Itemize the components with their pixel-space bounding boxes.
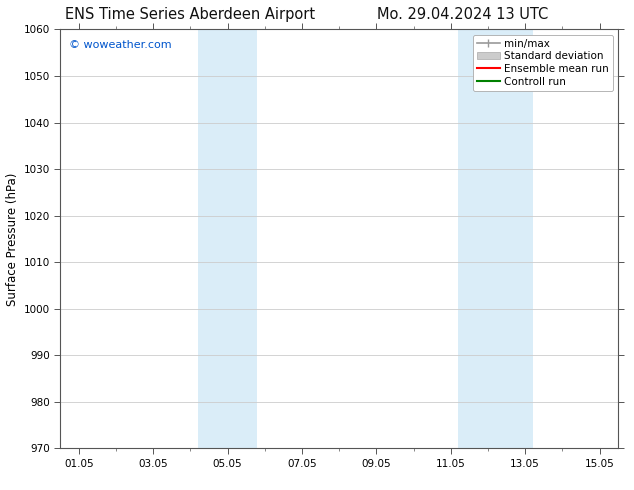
Bar <box>198 29 257 448</box>
Y-axis label: Surface Pressure (hPa): Surface Pressure (hPa) <box>6 172 20 306</box>
Text: © woweather.com: © woweather.com <box>68 40 171 50</box>
Bar <box>458 29 533 448</box>
Text: Mo. 29.04.2024 13 UTC: Mo. 29.04.2024 13 UTC <box>377 7 548 23</box>
Legend: min/max, Standard deviation, Ensemble mean run, Controll run: min/max, Standard deviation, Ensemble me… <box>473 35 613 91</box>
Text: ENS Time Series Aberdeen Airport: ENS Time Series Aberdeen Airport <box>65 7 315 23</box>
